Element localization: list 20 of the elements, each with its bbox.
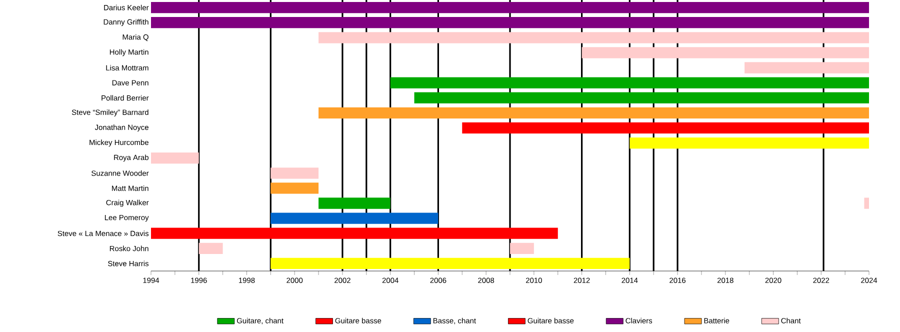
bar bbox=[318, 32, 870, 44]
bar bbox=[151, 2, 870, 14]
bar bbox=[390, 77, 870, 88]
bar bbox=[318, 198, 390, 209]
bar bbox=[630, 137, 870, 149]
bar bbox=[318, 107, 870, 118]
bar bbox=[462, 122, 870, 134]
bar bbox=[270, 258, 630, 270]
bar bbox=[414, 92, 870, 104]
bar bbox=[582, 47, 870, 58]
bar bbox=[270, 168, 319, 179]
bar bbox=[744, 62, 870, 74]
bar bbox=[864, 198, 870, 209]
bar bbox=[270, 182, 319, 194]
bar bbox=[151, 152, 199, 164]
bar bbox=[198, 242, 223, 254]
bar bbox=[151, 17, 870, 28]
bar bbox=[510, 242, 534, 254]
bar bbox=[151, 228, 558, 239]
bar bbox=[270, 212, 438, 224]
